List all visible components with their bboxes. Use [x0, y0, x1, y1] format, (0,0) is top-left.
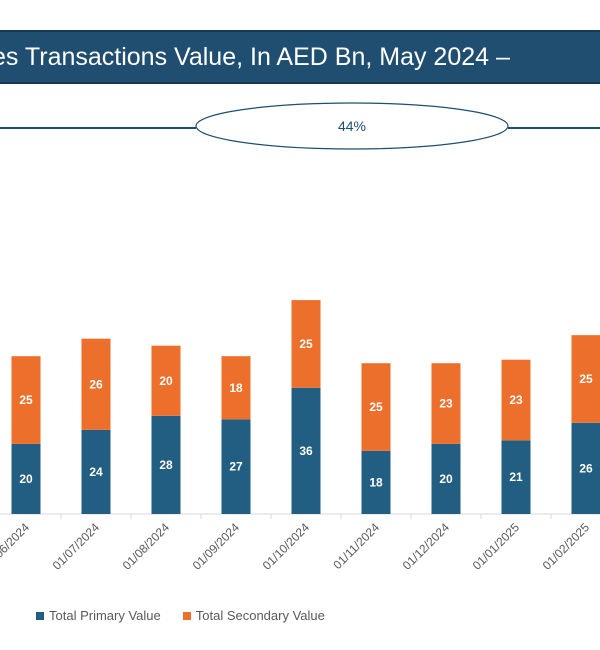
bar-secondary — [361, 363, 391, 451]
bar-primary — [11, 443, 41, 514]
x-tick-label: 01/02/2025 — [540, 520, 593, 573]
x-tick-label: 01/07/2024 — [50, 520, 103, 573]
bar-secondary — [151, 345, 181, 416]
x-tick-label: 01/11/2024 — [330, 520, 382, 572]
bar-secondary — [501, 359, 531, 441]
data-label-primary: 27 — [229, 460, 243, 474]
legend-item-primary: Total Primary Value — [36, 608, 161, 623]
annotation-ellipse — [195, 102, 509, 150]
data-label-secondary: 25 — [299, 337, 313, 351]
data-label-primary: 26 — [579, 461, 593, 475]
bar-secondary — [81, 338, 111, 430]
x-tick-label: 01/08/2024 — [120, 520, 173, 573]
bar-secondary — [221, 356, 251, 420]
bar-primary — [291, 387, 321, 514]
bar-secondary — [431, 363, 461, 444]
bar-secondary — [11, 356, 41, 444]
data-label-secondary: 20 — [159, 374, 173, 388]
data-label-primary: 24 — [89, 465, 103, 479]
bar-primary — [221, 419, 251, 514]
annotation-label: 44% — [338, 118, 366, 134]
bar-primary — [431, 443, 461, 514]
stacked-bar-chart: 44% 20 25 01/06/2024 24 26 01/07/2024 28 20 01/08… — [0, 102, 600, 573]
data-label-primary: 18 — [369, 475, 383, 489]
data-label-primary: 28 — [159, 458, 173, 472]
bar-secondary — [291, 300, 321, 388]
data-label-primary: 20 — [19, 472, 33, 486]
legend-swatch-primary — [36, 611, 44, 620]
legend-label-secondary: Total Secondary Value — [195, 608, 325, 623]
data-label-secondary: 18 — [229, 381, 243, 395]
legend-item-secondary: Total Secondary Value — [182, 608, 325, 623]
data-label-secondary: 25 — [19, 393, 33, 407]
data-label-primary: 20 — [439, 472, 453, 486]
chart-title-bar: es Transactions Value, In AED Bn, May 20… — [0, 30, 600, 84]
x-tick-label: 01/09/2024 — [190, 520, 243, 573]
legend-swatch-secondary — [182, 611, 191, 620]
bar-primary — [501, 440, 531, 514]
data-label-secondary: 26 — [89, 377, 103, 391]
x-tick-label: 01/06/2024 — [0, 520, 32, 573]
data-label-primary: 36 — [299, 444, 313, 458]
bar-primary — [361, 450, 391, 514]
x-tick-label: 01/10/2024 — [260, 520, 313, 573]
bar-primary — [81, 429, 111, 514]
chart-title: es Transactions Value, In AED Bn, May 20… — [0, 42, 510, 71]
data-label-primary: 21 — [509, 470, 523, 484]
data-label-secondary: 23 — [509, 393, 523, 407]
data-label-secondary: 25 — [369, 400, 383, 414]
bar-primary — [151, 415, 181, 514]
legend-label-primary: Total Primary Value — [49, 608, 161, 623]
data-label-secondary: 25 — [579, 372, 593, 386]
x-tick-label: 01/01/2025 — [470, 520, 523, 573]
data-label-secondary: 23 — [439, 397, 453, 411]
bar-primary — [571, 422, 600, 514]
bar-secondary — [571, 335, 600, 423]
legend: Total Primary Value Total Secondary Valu… — [36, 608, 347, 623]
x-tick-label: 01/12/2024 — [400, 520, 453, 573]
